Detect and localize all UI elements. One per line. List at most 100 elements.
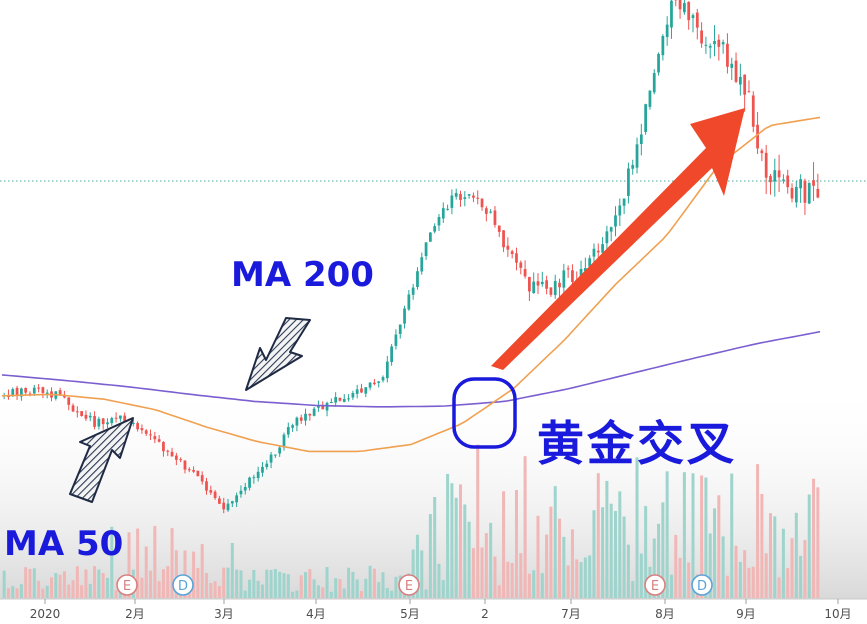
volume-bar: [166, 566, 170, 598]
volume-bar: [635, 457, 639, 598]
candle: [19, 387, 23, 401]
time-axis-label: 2: [481, 607, 489, 621]
volume-bar: [420, 550, 424, 598]
candle: [700, 22, 703, 48]
volume-bar: [316, 585, 320, 598]
candle: [213, 490, 217, 500]
volume-bar: [437, 563, 441, 598]
candle: [484, 206, 488, 222]
volume-bar: [239, 570, 243, 598]
volume-bar: [359, 591, 363, 598]
volume-bar: [738, 561, 742, 598]
candle: [743, 74, 747, 112]
candle: [187, 467, 191, 473]
candle: [325, 401, 329, 417]
ma50-label: MA 50: [4, 524, 123, 564]
volume-bar: [510, 562, 514, 598]
candle: [764, 144, 768, 195]
candle: [334, 392, 338, 407]
volume-bar: [459, 484, 463, 598]
volume-bar: [566, 565, 570, 598]
volume-bar: [527, 573, 531, 598]
volume-bar: [489, 522, 493, 598]
dividend-marker[interactable]: D: [691, 574, 713, 596]
candle: [170, 447, 174, 457]
candle: [183, 460, 187, 474]
earnings-marker[interactable]: E: [398, 574, 420, 596]
candle: [80, 411, 84, 417]
volume-bar: [734, 545, 738, 598]
candle: [713, 25, 716, 57]
candle: [256, 466, 260, 482]
volume-bar: [540, 573, 544, 598]
candle: [101, 417, 105, 430]
candle: [816, 173, 820, 199]
volume-bar: [2, 570, 6, 598]
volume-bar: [553, 486, 557, 598]
volume-bar: [441, 580, 445, 598]
volume-bar: [67, 584, 71, 598]
candle: [75, 406, 79, 418]
volume-bar: [786, 568, 790, 598]
volume-bar: [661, 502, 665, 598]
candle: [670, 0, 673, 39]
candle: [174, 452, 178, 466]
volume-bar: [235, 569, 239, 598]
candle: [304, 408, 307, 426]
candle: [454, 188, 458, 200]
candle: [799, 174, 803, 203]
candle: [119, 415, 122, 422]
candle: [274, 454, 277, 458]
volume-bar: [575, 559, 579, 598]
dividend-marker[interactable]: D: [172, 574, 194, 596]
volume-bar: [764, 553, 768, 598]
candle: [721, 39, 725, 54]
volume-bar: [588, 555, 592, 598]
candle: [489, 209, 493, 214]
volume-bar: [669, 574, 673, 598]
volume-bar: [252, 569, 256, 598]
earnings-marker[interactable]: E: [644, 574, 666, 596]
candle: [377, 380, 381, 388]
candle: [200, 471, 204, 485]
volume-bar: [308, 569, 312, 598]
volume-bar: [377, 582, 381, 598]
volume-bar: [622, 516, 626, 598]
candle: [88, 412, 92, 422]
candle: [67, 397, 71, 411]
candle: [222, 497, 226, 514]
candle: [364, 387, 368, 398]
volume-bar: [743, 550, 747, 598]
candle: [312, 406, 316, 417]
volume-bar: [545, 534, 549, 598]
volume-bar: [321, 587, 325, 598]
ma50-pointer-arrow: [69, 417, 134, 503]
volume-bar: [532, 570, 536, 598]
candle: [614, 206, 617, 237]
candle: [243, 482, 247, 495]
volume-bar: [114, 590, 118, 598]
candle: [368, 382, 372, 391]
volume-bar: [80, 585, 84, 598]
candle: [424, 242, 428, 260]
volume-bar: [6, 588, 10, 598]
volume-bar: [415, 534, 419, 598]
candle: [308, 413, 312, 421]
candle: [540, 271, 544, 287]
volume-bar: [299, 575, 303, 598]
candle: [794, 180, 798, 208]
candle: [678, 0, 682, 19]
candle: [226, 498, 230, 512]
volume-bar: [149, 570, 153, 598]
candle: [635, 137, 639, 174]
volume-bar: [476, 444, 480, 598]
volume-bar: [265, 569, 269, 598]
candle: [269, 451, 273, 469]
volume-bar: [351, 571, 355, 598]
volume-bar: [777, 577, 781, 598]
volume-bar: [756, 464, 760, 598]
earnings-marker[interactable]: E: [116, 574, 138, 596]
candle: [373, 378, 376, 386]
volume-bar: [140, 577, 144, 598]
